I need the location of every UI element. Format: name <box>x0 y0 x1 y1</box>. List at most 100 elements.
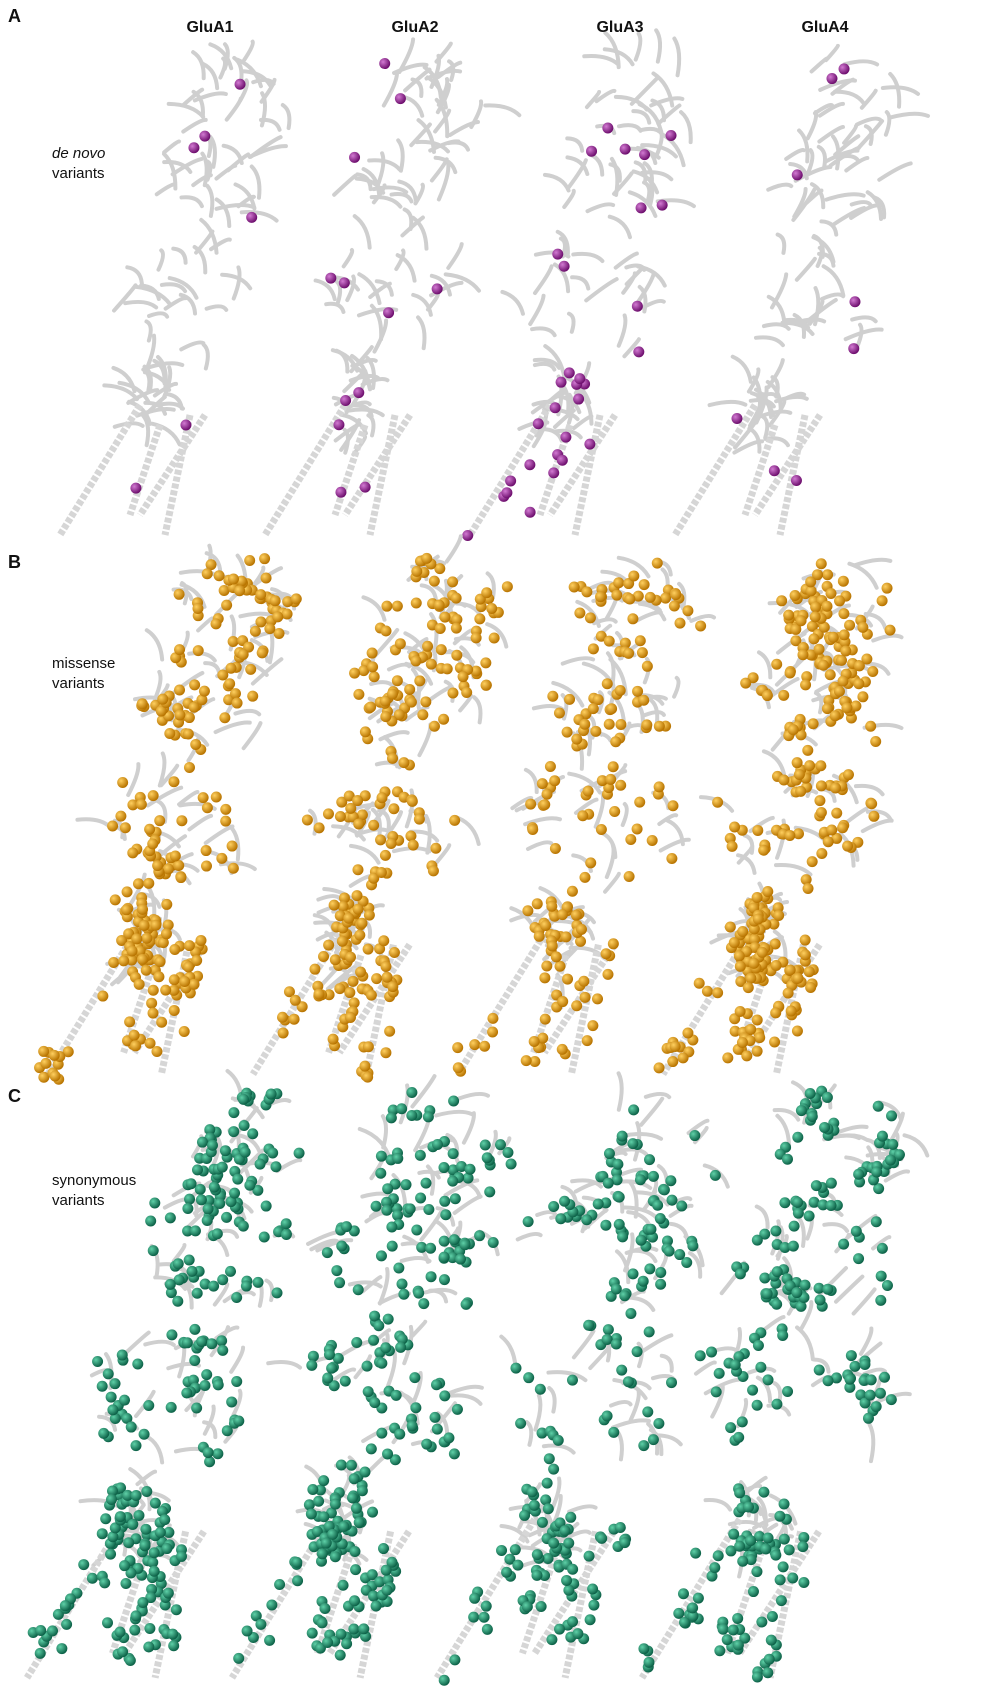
variant-sphere <box>728 1624 739 1635</box>
protein-structure <box>34 546 302 1085</box>
variant-sphere <box>164 728 175 739</box>
variant-sphere <box>189 1355 200 1366</box>
variant-sphere <box>637 647 648 658</box>
variant-sphere <box>141 965 152 976</box>
variant-sphere <box>386 838 397 849</box>
variant-sphere <box>648 1171 659 1182</box>
ribbon <box>217 200 230 226</box>
variant-sphere <box>678 1052 689 1063</box>
variant-sphere <box>583 786 594 797</box>
variant-sphere <box>184 1194 195 1205</box>
variant-sphere <box>146 998 157 1009</box>
variant-sphere <box>805 982 816 993</box>
ribbon <box>231 1348 243 1372</box>
column-header: GluA1 <box>186 19 233 36</box>
variant-sphere <box>666 130 677 141</box>
variant-sphere <box>418 1298 429 1309</box>
variant-sphere <box>585 857 596 868</box>
variant-sphere <box>319 1603 330 1614</box>
variant-sphere <box>826 73 837 84</box>
variant-sphere <box>87 1573 98 1584</box>
variant-sphere <box>396 1103 407 1114</box>
variant-sphere <box>788 724 799 735</box>
ribbon <box>370 1458 383 1471</box>
variant-sphere <box>625 1308 636 1319</box>
variant-sphere <box>866 1374 877 1385</box>
variant-sphere <box>474 1230 485 1241</box>
variant-sphere <box>588 1600 599 1611</box>
variant-sphere <box>838 608 849 619</box>
ribbon <box>633 111 649 123</box>
ribbon <box>164 141 179 152</box>
variant-sphere <box>228 1126 239 1137</box>
variant-sphere <box>584 439 595 450</box>
variant-sphere <box>35 1648 46 1659</box>
ribbon <box>857 119 880 125</box>
variant-sphere <box>557 996 568 1007</box>
variant-sphere <box>449 1234 460 1245</box>
variant-sphere <box>877 595 888 606</box>
variant-sphere <box>737 1416 748 1427</box>
variant-sphere <box>449 1654 460 1665</box>
variant-sphere <box>510 1544 521 1555</box>
variant-sphere <box>747 1385 758 1396</box>
variant-sphere <box>190 739 201 750</box>
variant-sphere <box>306 1508 317 1519</box>
variant-sphere <box>762 1288 773 1299</box>
variant-sphere <box>571 1000 582 1011</box>
variant-sphere <box>479 1041 490 1052</box>
variant-sphere <box>143 878 154 889</box>
variant-sphere <box>389 947 400 958</box>
variant-sphere <box>465 1164 476 1175</box>
variant-sphere <box>329 900 340 911</box>
variant-sphere <box>432 1424 443 1435</box>
variant-sphere <box>206 1338 217 1349</box>
variant-sphere <box>632 301 643 312</box>
variant-sphere <box>779 1534 790 1545</box>
variant-sphere <box>638 1643 649 1654</box>
variant-sphere <box>190 1225 201 1236</box>
variant-sphere <box>160 985 171 996</box>
variant-sphere <box>659 1184 670 1195</box>
variant-sphere <box>367 648 378 659</box>
variant-sphere <box>767 1611 778 1622</box>
variant-sphere <box>336 1629 347 1640</box>
variant-sphere <box>117 1350 128 1361</box>
variant-sphere <box>103 1368 114 1379</box>
variant-sphere <box>107 820 118 831</box>
variant-sphere <box>617 1231 628 1242</box>
ribbon <box>890 74 899 107</box>
variant-sphere <box>352 890 363 901</box>
helix <box>675 405 755 535</box>
variant-sphere <box>261 1201 272 1212</box>
variant-sphere <box>387 753 398 764</box>
variant-sphere <box>682 605 693 616</box>
variant-sphere <box>525 799 536 810</box>
variant-sphere <box>364 910 375 921</box>
variant-sphere <box>179 976 190 987</box>
variant-sphere <box>775 1574 786 1585</box>
variant-sphere <box>452 1404 463 1415</box>
variant-sphere <box>220 804 231 815</box>
ribbon <box>244 42 253 60</box>
variant-sphere <box>375 834 386 845</box>
variant-sphere <box>193 645 204 656</box>
variant-sphere <box>712 987 723 998</box>
variant-sphere <box>581 1214 592 1225</box>
variant-sphere <box>636 202 647 213</box>
variant-sphere <box>346 1460 357 1471</box>
variant-sphere <box>777 1330 788 1341</box>
variant-sphere <box>866 798 877 809</box>
variant-sphere <box>345 803 356 814</box>
variant-sphere <box>665 1175 676 1186</box>
variant-sphere <box>381 1205 392 1216</box>
variant-sphere <box>359 1466 370 1477</box>
variant-sphere <box>340 1376 351 1387</box>
ribbon <box>886 112 889 135</box>
variant-sphere <box>778 1561 789 1572</box>
variant-sphere <box>588 703 599 714</box>
variant-sphere <box>189 679 200 690</box>
variant-sphere <box>439 1675 450 1686</box>
variant-sphere <box>443 1432 454 1443</box>
variant-sphere <box>420 696 431 707</box>
